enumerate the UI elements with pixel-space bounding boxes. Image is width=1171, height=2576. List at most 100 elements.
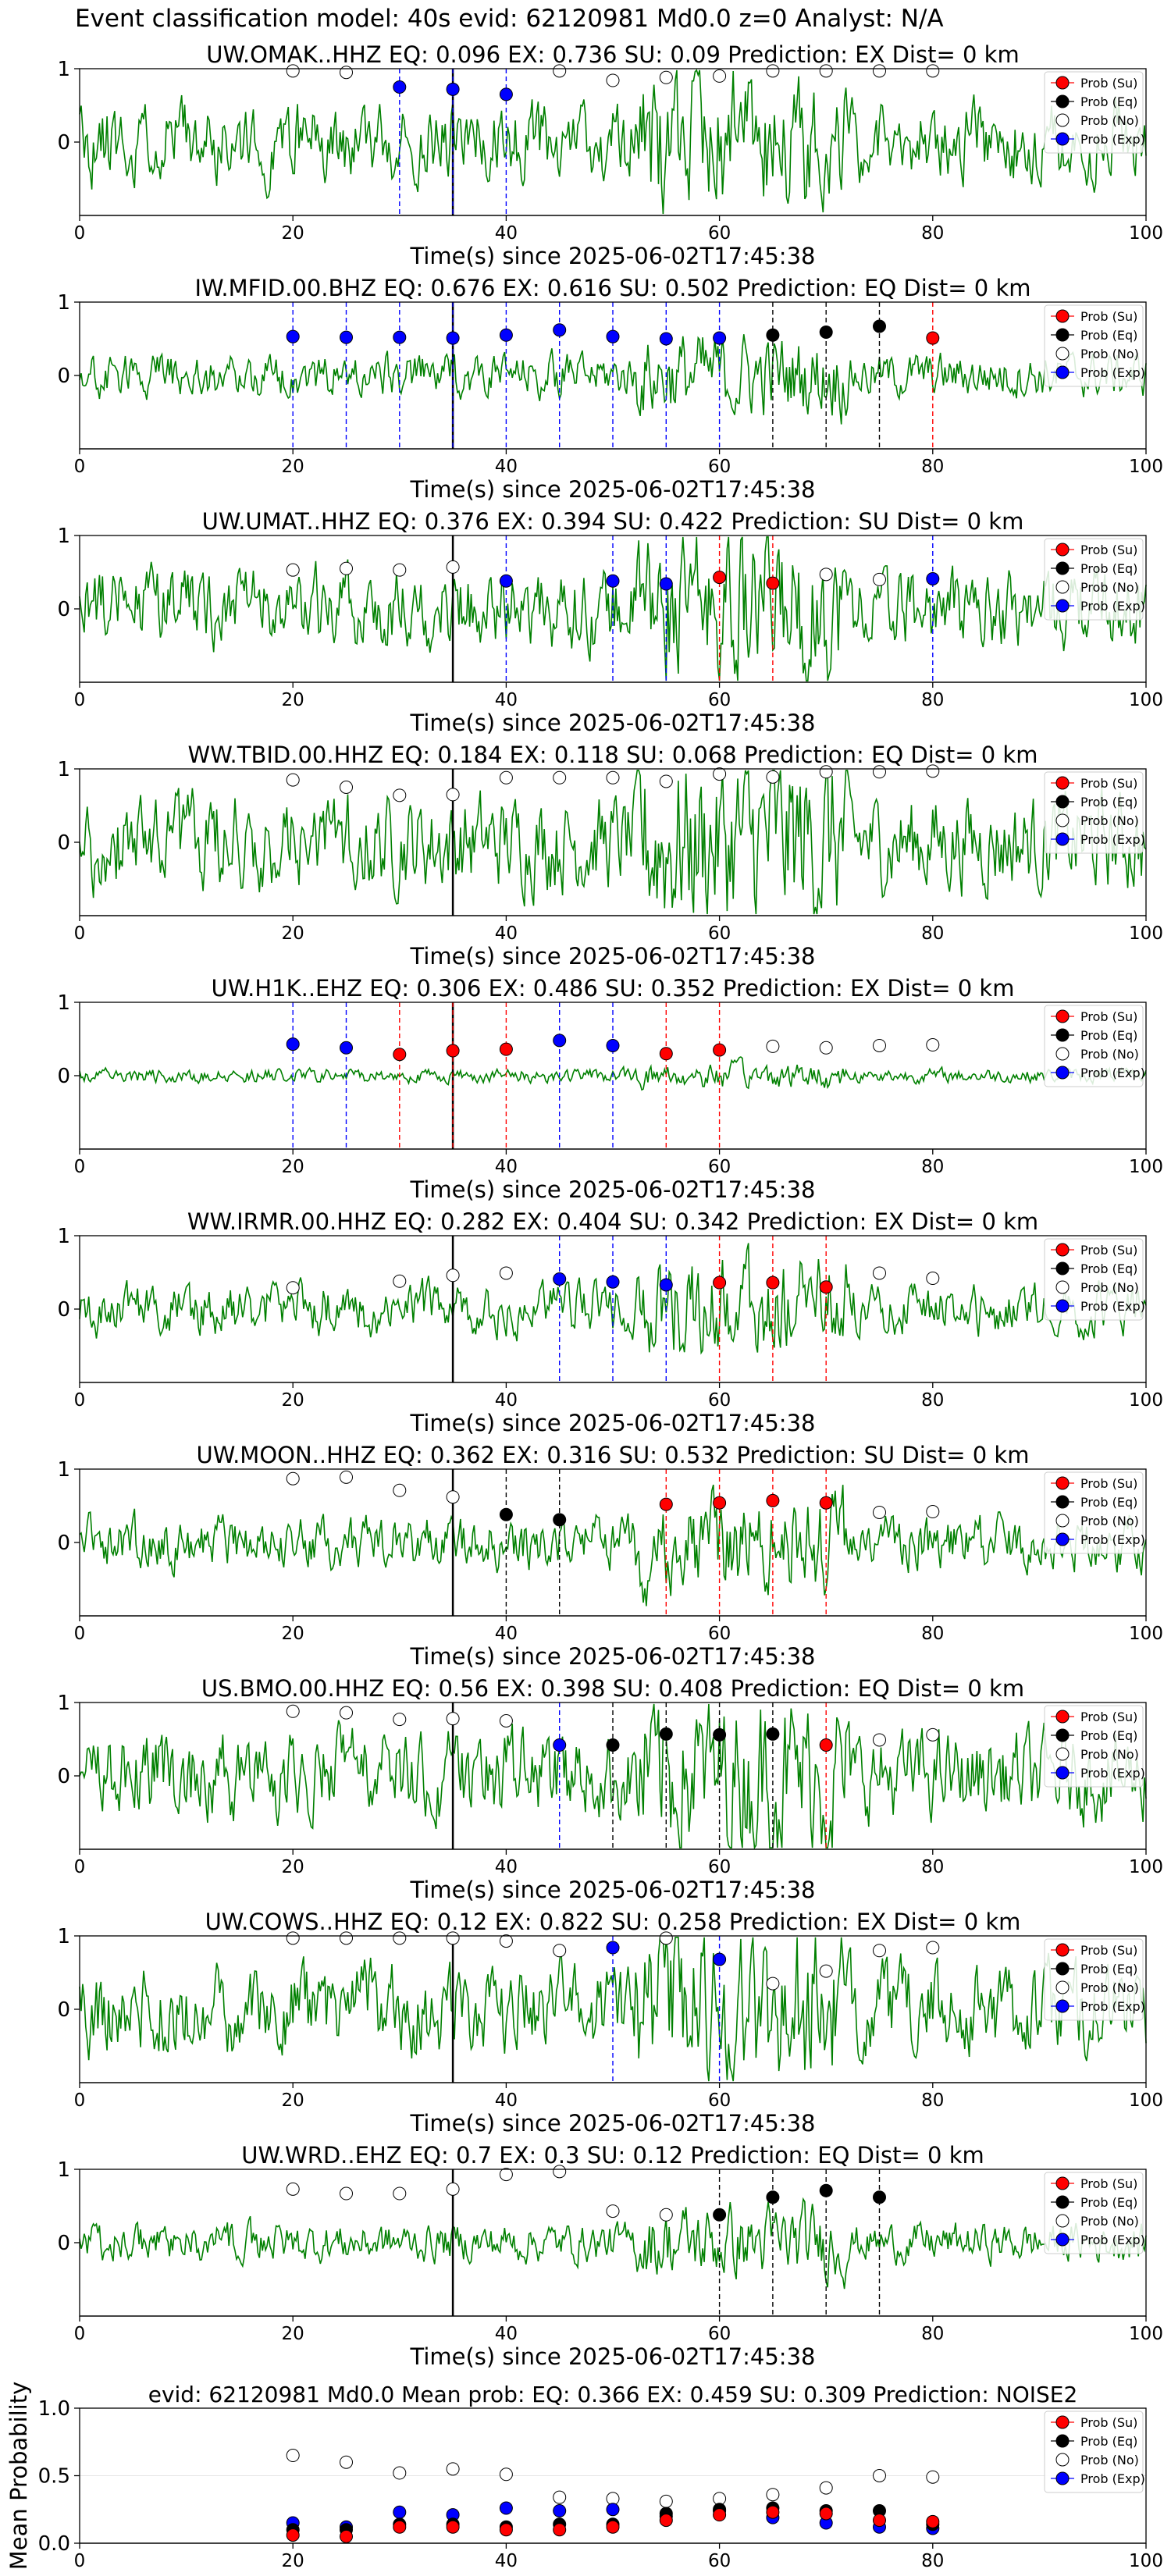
- x-tick-label: 20: [282, 1857, 304, 1877]
- x-tick-label: 40: [495, 2324, 518, 2344]
- x-tick-label: 0: [74, 923, 86, 944]
- x-tick-label: 20: [282, 2090, 304, 2111]
- x-tick-label: 20: [282, 923, 304, 944]
- waveform-trace: [79, 1056, 1147, 1091]
- prob-point-no: [659, 2208, 673, 2222]
- legend-label-exp: Prob (Exp): [1080, 1999, 1145, 2014]
- prob-point-no: [340, 66, 353, 80]
- prob-point-no: [446, 2182, 460, 2196]
- legend-box: [1044, 1238, 1144, 1321]
- legend-marker-exp: [1055, 1066, 1070, 1080]
- x-axis-title: Time(s) since 2025-06-02T17:45:38: [410, 243, 816, 269]
- legend-marker-exp: [1055, 1999, 1070, 2013]
- prob-point-exp: [499, 328, 513, 342]
- x-tick-label: 100: [1129, 457, 1163, 477]
- legend-label-no: Prob (No): [1080, 347, 1139, 361]
- panel-title: WW.IRMR.00.HHZ EQ: 0.282 EX: 0.404 SU: 0…: [187, 1208, 1038, 1235]
- prob-point-no: [873, 1266, 886, 1280]
- prob-point-no: [819, 1964, 833, 1978]
- prob-point-exp: [393, 330, 407, 344]
- legend-marker-eq: [1055, 1261, 1070, 1276]
- y-tick-label: 0: [57, 365, 70, 388]
- y-tick-label: 0.5: [38, 2465, 70, 2489]
- y-tick-label: 1: [57, 1692, 70, 1715]
- prob-point-no: [393, 1713, 407, 1727]
- prob-point-su: [659, 1047, 673, 1061]
- prob-point-no: [766, 770, 780, 784]
- y-tick-label: 0: [57, 131, 70, 155]
- x-tick-label: 0: [74, 690, 86, 710]
- x-axis-title: Time(s) since 2025-06-02T17:45:38: [410, 1877, 816, 1903]
- prob-point-no: [766, 1039, 780, 1053]
- prob-point-no: [286, 64, 300, 78]
- mean-prob-point-no: [926, 2470, 940, 2484]
- y-tick-label: 1: [57, 1458, 70, 1482]
- legend-marker-exp: [1055, 2233, 1070, 2247]
- prob-point-no: [393, 2186, 407, 2201]
- x-axis-title: Time(s) since 2025-06-02T17:45:38: [410, 2343, 816, 2370]
- mean-prob-point-su: [819, 2507, 833, 2521]
- prob-point-exp: [286, 329, 300, 343]
- prob-point-no: [499, 1714, 513, 1727]
- mean-prob-point-su: [499, 2523, 513, 2537]
- prob-point-no: [393, 1483, 407, 1497]
- legend-label-su: Prob (Su): [1080, 2176, 1137, 2191]
- y-tick-label: 1: [57, 2158, 70, 2182]
- prob-point-exp: [553, 1034, 567, 1048]
- prob-point-no: [286, 2182, 300, 2196]
- summary-y-axis-title: Mean Probability: [5, 2382, 32, 2571]
- prob-point-su: [713, 1276, 727, 1290]
- prob-point-no: [819, 765, 833, 779]
- x-tick-label: 40: [495, 2551, 518, 2571]
- x-tick-label: 60: [708, 923, 731, 944]
- legend-label-exp: Prob (Exp): [1080, 1766, 1145, 1781]
- legend-label-su: Prob (Su): [1080, 76, 1137, 91]
- prob-point-no: [606, 73, 620, 87]
- legend-box: [1044, 1471, 1144, 1554]
- prob-point-no: [819, 1041, 833, 1055]
- x-tick-label: 80: [921, 457, 944, 477]
- legend-label-su: Prob (Su): [1080, 543, 1137, 557]
- legend-marker-eq: [1055, 1495, 1070, 1509]
- panel-title: UW.COWS..HHZ EQ: 0.12 EX: 0.822 SU: 0.25…: [205, 1909, 1021, 1935]
- legend-marker-su: [1055, 1476, 1070, 1490]
- legend-marker-no: [1055, 347, 1070, 361]
- mean-prob-point-exp: [393, 2505, 407, 2519]
- legend-box: [1044, 304, 1144, 387]
- mean-prob-point-no: [766, 2488, 780, 2502]
- prob-point-no: [286, 1471, 300, 1485]
- legend-label-su: Prob (Su): [1080, 309, 1137, 324]
- x-tick-label: 60: [708, 223, 731, 244]
- legend-label-exp: Prob (Exp): [1080, 599, 1145, 614]
- legend-label-no: Prob (No): [1080, 813, 1139, 828]
- x-tick-label: 60: [708, 1157, 731, 1177]
- y-tick-label: 1: [57, 758, 70, 781]
- prob-point-no: [873, 1505, 886, 1519]
- y-tick-label: 0: [57, 1532, 70, 1555]
- x-tick-label: 0: [74, 2324, 86, 2344]
- x-tick-label: 40: [495, 223, 518, 244]
- mean-prob-point-no: [659, 2494, 673, 2508]
- panel-title: WW.TBID.00.HHZ EQ: 0.184 EX: 0.118 SU: 0…: [188, 742, 1038, 768]
- prob-point-exp: [499, 574, 513, 588]
- x-tick-label: 80: [921, 1157, 944, 1177]
- prob-point-no: [393, 788, 407, 802]
- legend-marker-su: [1055, 543, 1070, 557]
- legend-label-su: Prob (Su): [1080, 1710, 1137, 1724]
- prob-point-no: [446, 1490, 460, 1504]
- legend-marker-eq: [1055, 94, 1070, 109]
- prob-point-exp: [606, 1275, 620, 1289]
- panel-title: UW.UMAT..HHZ EQ: 0.376 EX: 0.394 SU: 0.4…: [202, 508, 1024, 535]
- mean-prob-point-su: [659, 2514, 673, 2528]
- x-tick-label: 60: [708, 2551, 731, 2571]
- prob-point-no: [926, 1505, 940, 1519]
- legend-label-exp: Prob (Exp): [1080, 1532, 1145, 1547]
- mean-prob-point-su: [766, 2505, 780, 2519]
- legend-label-no: Prob (No): [1080, 2453, 1139, 2467]
- x-tick-label: 100: [1129, 1624, 1163, 1644]
- legend-marker-su: [1055, 776, 1070, 790]
- y-tick-label: 0: [57, 1765, 70, 1788]
- prob-point-eq: [606, 1738, 620, 1752]
- prob-point-su: [446, 1044, 460, 1058]
- prob-point-no: [499, 1934, 513, 1948]
